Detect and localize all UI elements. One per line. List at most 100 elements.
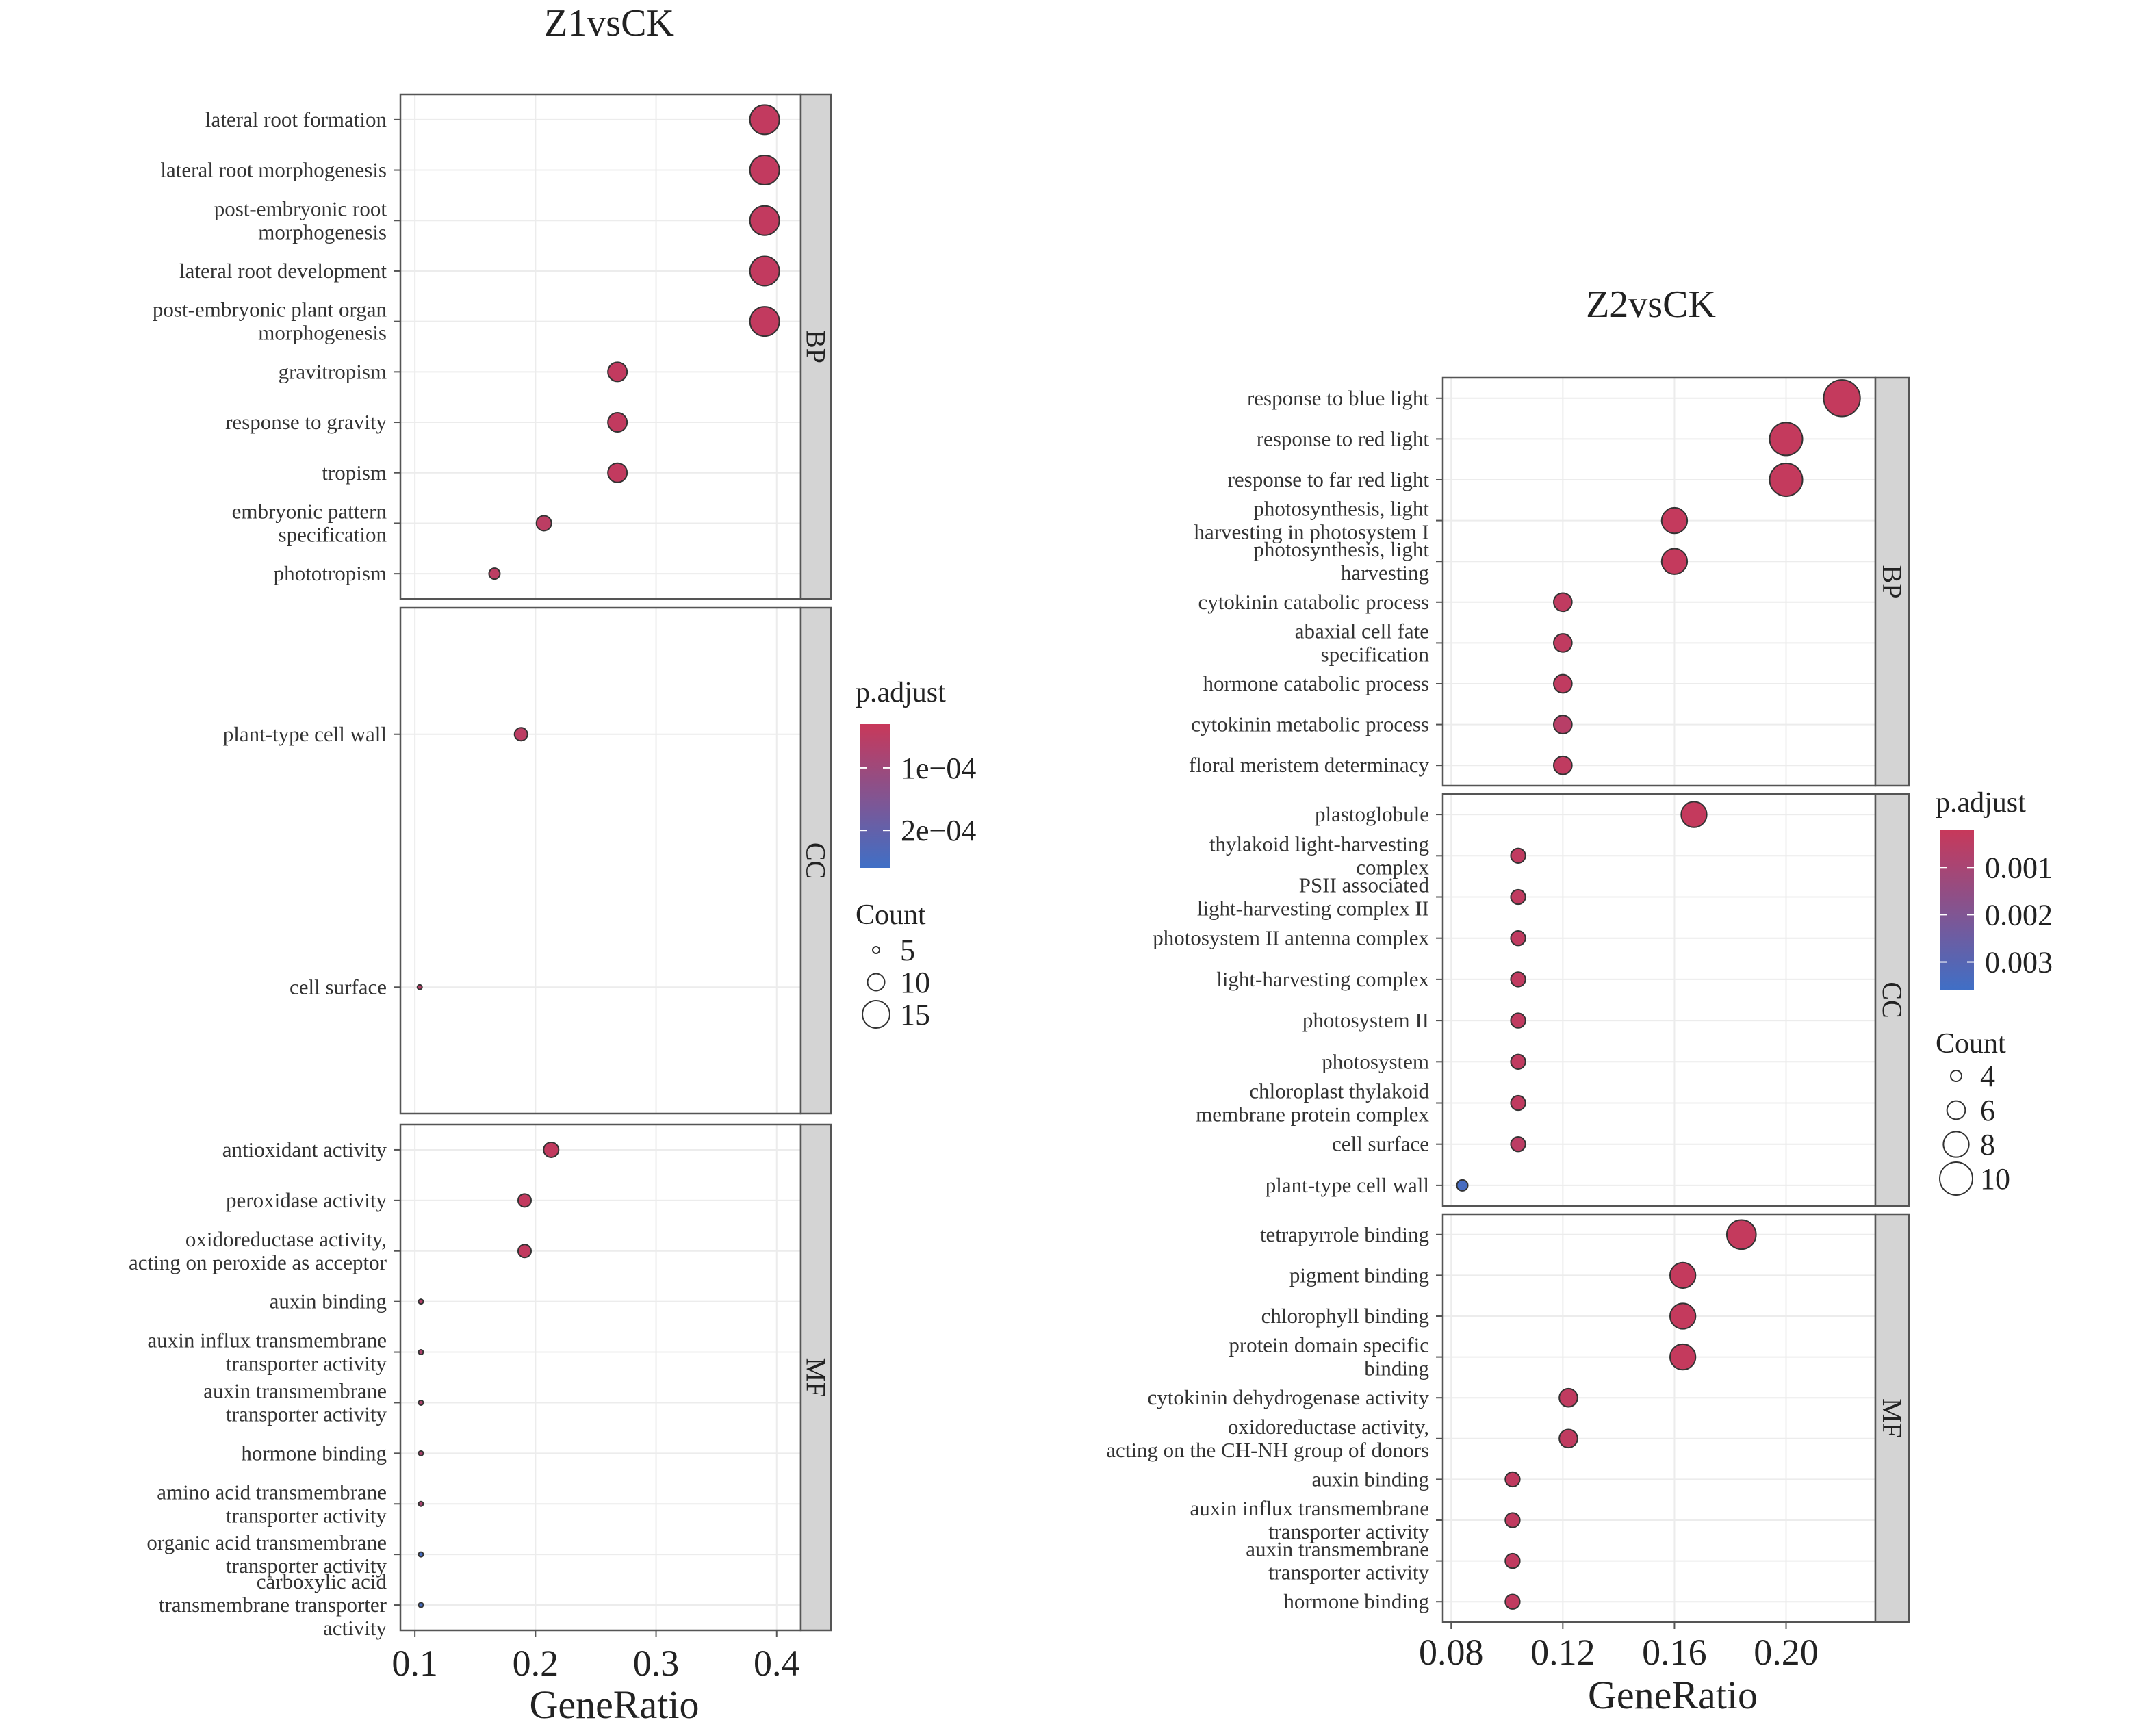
y-tick-label-line: cytokinin catabolic process — [1198, 590, 1429, 614]
y-tick-label-line: post-embryonic plant organ — [153, 298, 387, 322]
data-point[interactable] — [416, 984, 423, 990]
data-point[interactable] — [749, 205, 780, 236]
data-point[interactable] — [1552, 755, 1573, 775]
data-point[interactable] — [1558, 1387, 1578, 1408]
data-point[interactable] — [1504, 1512, 1521, 1528]
data-point[interactable] — [1552, 715, 1573, 734]
data-point[interactable] — [749, 255, 780, 287]
y-tick-label: plant-type cell wall — [223, 722, 387, 746]
y-tick-label-line: transmembrane transporter — [159, 1593, 387, 1617]
size-legend-circle — [872, 946, 880, 954]
data-point[interactable] — [1769, 463, 1804, 497]
facet-mf: MF tetrapyrrole binding pigment binding chl… — [1106, 1213, 1910, 1623]
y-tick-label-line: lateral root development — [179, 259, 387, 283]
y-tick-label: light-harvesting complex — [1216, 967, 1429, 991]
data-point[interactable] — [749, 104, 780, 136]
facet-strip-label: CC — [1877, 981, 1908, 1018]
data-point[interactable] — [543, 1141, 560, 1158]
data-point[interactable] — [1504, 1471, 1521, 1488]
data-point[interactable] — [1510, 1094, 1526, 1112]
y-tick-label-line: binding — [1364, 1357, 1429, 1381]
y-tick-label-line: light-harvesting complex II — [1197, 897, 1429, 921]
data-point[interactable] — [1552, 673, 1573, 694]
y-tick-label: antioxidant activity — [222, 1138, 387, 1161]
size-legend-label: 6 — [1980, 1094, 1995, 1127]
y-tick-label-line: activity — [323, 1616, 387, 1640]
x-axis-title: GeneRatio — [1588, 1673, 1758, 1717]
y-tick-label-line: embryonic pattern — [232, 499, 387, 523]
data-point[interactable] — [1510, 888, 1526, 906]
data-point[interactable] — [535, 515, 552, 532]
data-point[interactable] — [418, 1450, 424, 1456]
facet-strip — [799, 1123, 832, 1632]
colorbar-label: 0.002 — [1985, 898, 2053, 932]
y-tick-label: hormone catabolic process — [1203, 671, 1429, 695]
data-point[interactable] — [1669, 1302, 1697, 1330]
data-point[interactable] — [418, 1349, 424, 1356]
data-point[interactable] — [418, 1298, 424, 1305]
data-point[interactable] — [749, 155, 780, 186]
y-tick-label-line: cell surface — [290, 975, 387, 999]
y-tick-label: photosystem — [1322, 1049, 1429, 1073]
data-point[interactable] — [607, 412, 628, 433]
data-point[interactable] — [1660, 548, 1689, 575]
data-point[interactable] — [607, 462, 628, 483]
y-tick-label-line: morphogenesis — [258, 220, 387, 244]
data-point[interactable] — [1510, 1136, 1526, 1153]
facet-strip-label: BP — [1877, 565, 1908, 599]
data-point[interactable] — [1510, 930, 1526, 947]
data-point[interactable] — [607, 361, 628, 383]
data-point[interactable] — [1510, 1012, 1526, 1029]
data-point[interactable] — [1669, 1261, 1697, 1289]
facet-strip — [1874, 376, 1910, 787]
x-tick-label: 0.1 — [392, 1643, 438, 1684]
data-point[interactable] — [749, 306, 780, 337]
facet-cc: CC plastoglobule thylakoid light-harvestin… — [1153, 793, 1910, 1207]
data-point[interactable] — [517, 1244, 532, 1259]
data-point[interactable] — [1823, 379, 1861, 418]
data-point[interactable] — [418, 1602, 424, 1608]
x-tick-label: 0.16 — [1642, 1632, 1707, 1673]
color-legend-title: p.adjust — [1936, 787, 2026, 819]
data-point[interactable] — [1510, 847, 1526, 864]
facet-strip-label: MF — [801, 1358, 832, 1398]
x-axis-title: GeneRatio — [529, 1682, 699, 1727]
y-tick-label: oxidoreductase activity, acting on the CH… — [1106, 1415, 1429, 1462]
y-tick-label-line: specification — [1321, 642, 1430, 666]
data-point[interactable] — [1558, 1428, 1578, 1449]
y-tick-label-line: protein domain specific — [1229, 1333, 1429, 1357]
data-point[interactable] — [1660, 506, 1689, 535]
data-point[interactable] — [1510, 1053, 1526, 1070]
y-tick-label-line: acting on the CH-NH group of donors — [1106, 1438, 1429, 1462]
y-tick-label: response to red light — [1257, 426, 1430, 450]
data-point[interactable] — [1504, 1552, 1521, 1569]
data-point[interactable] — [1552, 633, 1573, 653]
data-point[interactable] — [1504, 1593, 1521, 1610]
y-tick-label-line: complex — [1356, 855, 1429, 879]
data-point[interactable] — [1510, 971, 1526, 988]
data-point[interactable] — [418, 1500, 424, 1507]
y-tick-label: PSII associated light-harvesting complex … — [1197, 873, 1430, 921]
y-tick-label: auxin transmembrane transporter activity — [203, 1378, 387, 1426]
data-point[interactable] — [1769, 422, 1804, 457]
data-point[interactable] — [517, 1193, 532, 1208]
data-point[interactable] — [1725, 1219, 1757, 1250]
size-legend-circle — [1942, 1131, 1970, 1158]
y-tick-label-line: transporter activity — [1268, 1519, 1429, 1543]
y-tick-label: cytokinin dehydrogenase activity — [1148, 1385, 1430, 1409]
data-point[interactable] — [513, 727, 528, 742]
data-point[interactable] — [1552, 592, 1573, 613]
panel-background — [400, 94, 801, 599]
data-point[interactable] — [1456, 1179, 1469, 1192]
y-tick-label-line: response to gravity — [225, 410, 387, 434]
data-point[interactable] — [418, 1551, 424, 1558]
data-point[interactable] — [488, 567, 501, 580]
data-point[interactable] — [1680, 801, 1708, 828]
y-tick-label: auxin influx transmembrane transporter ac… — [147, 1328, 387, 1376]
data-point[interactable] — [418, 1399, 424, 1406]
data-point[interactable] — [1669, 1343, 1697, 1371]
y-tick-label: hormone binding — [241, 1441, 387, 1465]
y-tick-label-line: chloroplast thylakoid — [1249, 1079, 1429, 1103]
y-tick-label: lateral root formation — [205, 107, 387, 131]
y-tick-label-line: auxin transmembrane — [203, 1378, 387, 1402]
